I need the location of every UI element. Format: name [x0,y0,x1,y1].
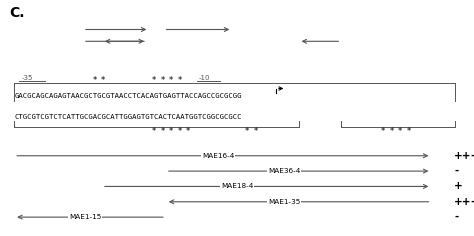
Text: *: * [398,127,402,136]
Text: MAE36-4: MAE36-4 [268,168,301,174]
Text: +: + [454,181,463,191]
Text: *: * [160,76,164,85]
Text: *: * [177,76,182,85]
Text: MAE18-4: MAE18-4 [221,183,253,190]
Text: *: * [254,127,258,136]
Text: *: * [169,76,173,85]
Text: *: * [177,127,182,136]
Text: MAE1-15: MAE1-15 [69,214,101,220]
Text: GACGCAGCAGAGTAACGCTGCGTAACCTCACAGTGAGTTACCAGCCGCGCGG: GACGCAGCAGAGTAACGCTGCGTAACCTCACAGTGAGTTA… [14,93,242,99]
Text: MAE1-35: MAE1-35 [268,199,301,205]
Text: *: * [245,127,249,136]
Text: *: * [406,127,410,136]
Text: MAE16-4: MAE16-4 [202,153,234,159]
Text: *: * [186,127,190,136]
Text: *: * [160,127,164,136]
Text: *: * [169,127,173,136]
Text: *: * [101,76,105,85]
Text: *: * [381,127,385,136]
Text: CTGCGTCGTCTCATTGCGACGCATTGGAGTGTCACTCAATGGTCGGCGCGCC: CTGCGTCGTCTCATTGCGACGCATTGGAGTGTCACTCAAT… [14,114,242,120]
Text: *: * [389,127,393,136]
Text: +++: +++ [454,197,474,207]
Text: -: - [454,212,458,222]
Text: *: * [92,76,97,85]
Text: +++: +++ [454,151,474,161]
Text: *: * [152,76,156,85]
Text: -10: -10 [199,75,210,81]
Text: *: * [152,127,156,136]
Text: -: - [454,166,458,176]
Text: C.: C. [9,6,25,20]
Text: -35: -35 [21,75,33,81]
